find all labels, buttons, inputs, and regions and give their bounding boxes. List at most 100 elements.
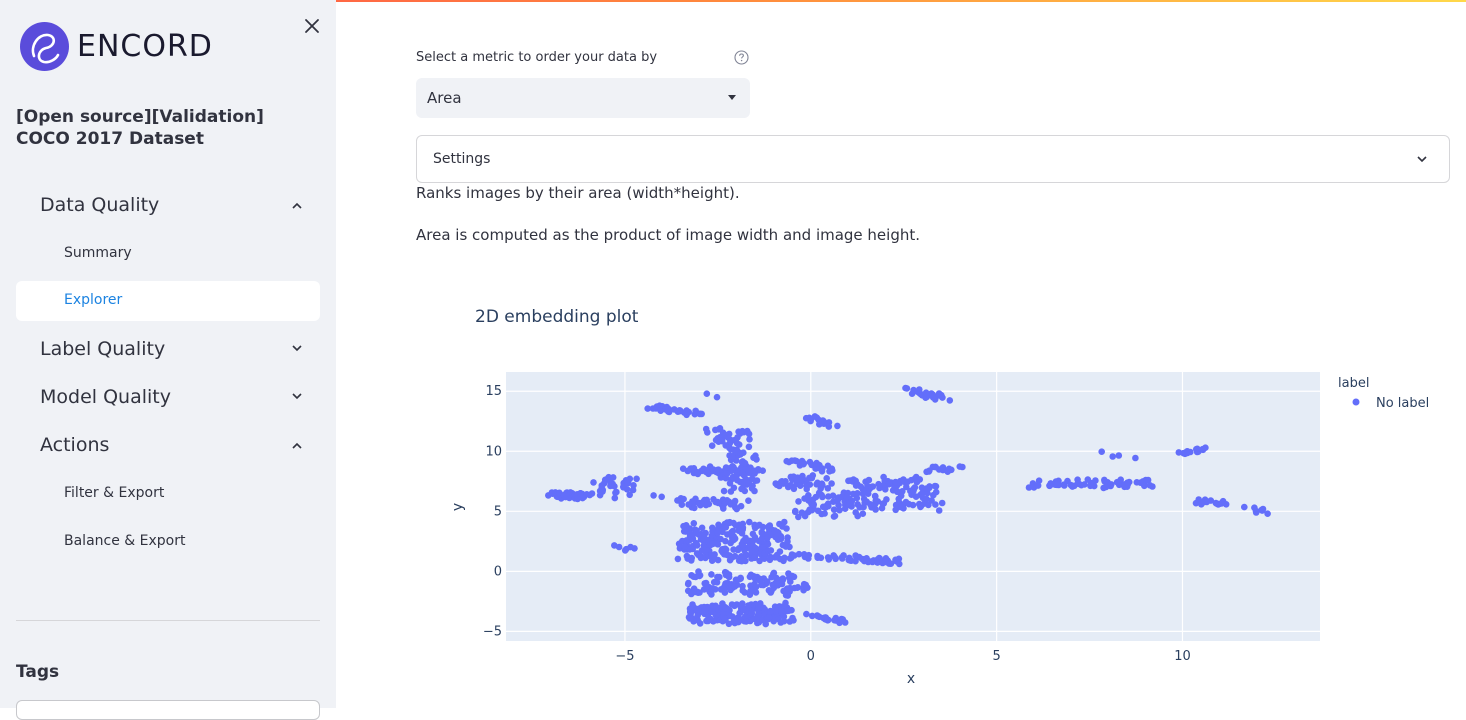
data-point [836, 506, 843, 514]
data-point [710, 578, 718, 586]
caret-down-icon [728, 95, 736, 100]
data-point [861, 557, 868, 565]
chevron-down-icon[interactable] [290, 341, 304, 355]
metric-select[interactable]: Area [416, 78, 750, 118]
data-point [710, 553, 717, 561]
data-point [903, 385, 911, 392]
data-point [721, 615, 729, 622]
data-point [788, 551, 796, 558]
data-point [737, 451, 744, 458]
sidebar-divider [16, 620, 320, 621]
data-point [956, 463, 964, 470]
data-point [830, 506, 838, 513]
data-point [783, 525, 790, 532]
help-icon[interactable] [734, 50, 749, 65]
data-point [797, 482, 804, 489]
nav-section-label-quality[interactable]: Label Quality [40, 338, 166, 360]
data-point [876, 555, 883, 562]
data-point [723, 470, 731, 477]
data-point [770, 569, 778, 577]
nav-item-filter-export[interactable]: Filter & Export [64, 485, 165, 501]
data-point [806, 481, 814, 488]
data-point [611, 542, 618, 549]
data-point [872, 506, 879, 513]
nav-section-data-quality[interactable]: Data Quality [40, 194, 160, 216]
data-point [781, 554, 788, 562]
data-point [720, 487, 728, 495]
data-point [1025, 484, 1033, 491]
data-point [704, 603, 711, 611]
data-point [818, 491, 825, 499]
data-point [784, 585, 791, 592]
data-point [912, 493, 920, 500]
legend-entry-no-label[interactable]: No label [1376, 396, 1429, 411]
data-point [767, 547, 775, 554]
data-point [604, 475, 612, 482]
nav-item-explorer[interactable]: Explorer [16, 281, 320, 321]
close-icon [305, 19, 319, 33]
x-axis-label: x [907, 671, 915, 687]
nav-item-explorer-label: Explorer [64, 292, 123, 308]
y-axis-label: y [450, 503, 466, 511]
data-point [900, 505, 907, 512]
metric-select-label: Select a metric to order your data by [416, 50, 658, 65]
data-point [923, 495, 930, 503]
data-point [698, 410, 705, 418]
data-point [935, 507, 943, 514]
data-point [932, 463, 939, 471]
data-point [778, 607, 785, 615]
nav-section-actions[interactable]: Actions [40, 434, 110, 456]
data-point [1071, 482, 1078, 490]
data-point [938, 499, 946, 507]
data-point [598, 482, 606, 489]
tags-select[interactable] [16, 700, 320, 720]
data-point [676, 408, 683, 415]
data-point [757, 581, 765, 589]
data-point [730, 463, 737, 471]
tags-heading: Tags [16, 662, 60, 682]
data-point [720, 505, 727, 512]
data-point [809, 496, 817, 503]
data-point [752, 589, 760, 596]
x-tick-label: 0 [807, 649, 815, 664]
data-point [905, 500, 913, 508]
data-point [925, 501, 932, 509]
y-tick-label: 15 [485, 384, 502, 399]
data-point [1258, 507, 1266, 514]
data-point [726, 612, 734, 619]
data-point [748, 485, 756, 492]
chevron-down-icon[interactable] [290, 389, 304, 403]
data-point [1098, 448, 1105, 455]
data-point [910, 388, 918, 395]
chevron-up-icon[interactable] [290, 439, 304, 453]
data-point [1092, 477, 1099, 484]
data-point [753, 477, 761, 484]
data-point [1194, 445, 1201, 453]
nav-item-summary[interactable]: Summary [64, 245, 132, 261]
data-point [790, 573, 798, 581]
nav-section-model-quality[interactable]: Model Quality [40, 386, 171, 408]
data-point [611, 483, 618, 490]
nav-item-balance-export[interactable]: Balance & Export [64, 533, 186, 549]
chevron-up-icon[interactable] [290, 199, 304, 213]
data-point [814, 612, 822, 620]
metric-description: Ranks images by their area (width*height… [416, 184, 740, 202]
embedding-scatter-plot[interactable]: 2D embedding plot −5 0 5 10 −5 0 5 10 15 x y lab… [440, 290, 1450, 700]
data-point [773, 551, 781, 559]
close-sidebar-button[interactable] [302, 16, 322, 36]
data-point [735, 618, 742, 626]
y-tick-label: 0 [494, 564, 502, 579]
data-point [729, 537, 736, 544]
data-point [787, 578, 794, 585]
data-point [765, 523, 772, 530]
data-point [1034, 482, 1042, 489]
data-point [750, 554, 758, 561]
legend-marker [1352, 398, 1360, 406]
data-point [793, 475, 800, 483]
y-tick-label: 10 [485, 444, 502, 459]
top-accent-bar [0, 0, 1466, 2]
data-point [556, 489, 563, 497]
data-point [749, 537, 757, 545]
settings-expander[interactable]: Settings [416, 135, 1450, 183]
data-point [805, 551, 813, 559]
